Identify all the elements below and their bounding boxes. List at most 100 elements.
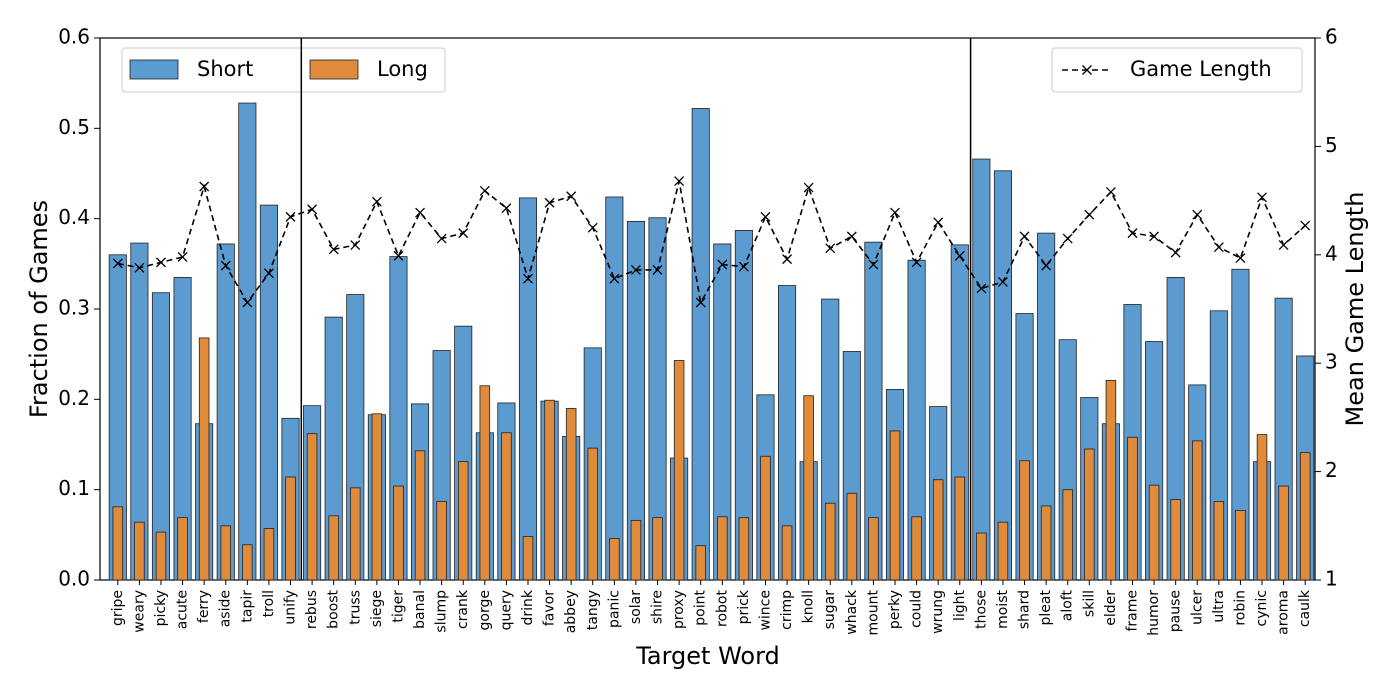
bar xyxy=(738,517,750,581)
marker xyxy=(566,191,577,202)
x-tick-label: truss xyxy=(347,590,363,625)
bar xyxy=(781,525,793,581)
marker xyxy=(890,207,900,218)
marker xyxy=(652,265,663,275)
x-tick-label: gripe xyxy=(110,590,126,626)
x-tick-label: aroma xyxy=(1276,590,1292,635)
x-tick-label: prick xyxy=(736,589,752,624)
x-tick-label: shire xyxy=(650,590,666,624)
y-tick-label: 0.6 xyxy=(58,25,90,49)
bar xyxy=(976,532,987,581)
bar xyxy=(993,170,1012,581)
bar xyxy=(673,360,685,581)
x-tick-label: wince xyxy=(757,590,773,631)
x-tick-label: sugar xyxy=(822,590,838,630)
legend-swatch xyxy=(129,59,179,80)
bar xyxy=(1235,510,1246,581)
y-tick-label: 0.0 xyxy=(58,567,90,591)
bar xyxy=(285,476,296,581)
marker xyxy=(1127,228,1138,239)
marker xyxy=(199,181,210,192)
bar xyxy=(1278,485,1289,581)
marker xyxy=(501,203,512,214)
y2-axis-label: Mean Game Length xyxy=(1341,192,1369,427)
marker xyxy=(954,250,965,261)
x-tick-label: humor xyxy=(1146,590,1162,636)
marker xyxy=(630,265,641,275)
x-tick-label: knoll xyxy=(801,590,817,623)
x-tick-label: solar xyxy=(628,590,644,624)
x-tick-label: slump xyxy=(434,590,450,633)
marker xyxy=(1019,231,1030,242)
bar xyxy=(259,204,278,581)
bar xyxy=(306,433,318,581)
legend-label: Short xyxy=(197,57,253,81)
x-tick-label: point xyxy=(693,590,709,626)
x-tick-label: perky xyxy=(887,590,903,629)
x-tick-label: cynic xyxy=(1254,590,1270,626)
bar xyxy=(1019,460,1030,581)
bar xyxy=(695,545,706,581)
marker xyxy=(1300,220,1311,231)
bar xyxy=(112,506,124,581)
y-tick-label: 0.4 xyxy=(58,205,90,229)
x-tick-label: query xyxy=(498,590,514,630)
legend-label: Game Length xyxy=(1130,57,1272,81)
marker xyxy=(1278,240,1289,251)
x-tick-label: those xyxy=(973,590,989,629)
marker xyxy=(177,252,188,262)
bar xyxy=(328,515,339,581)
x-tick-label: moist xyxy=(995,590,1011,629)
marker xyxy=(1105,186,1116,197)
marker xyxy=(782,254,793,265)
marker xyxy=(1235,253,1246,264)
bar xyxy=(1148,484,1160,581)
x-tick-label: robot xyxy=(714,590,730,627)
y2-tick-label: 3 xyxy=(1325,350,1338,374)
bar xyxy=(565,407,577,581)
x-tick-label: favor xyxy=(542,590,558,626)
x-tick-label: aside xyxy=(218,590,234,627)
bar xyxy=(691,108,710,581)
marker xyxy=(458,228,469,239)
bar xyxy=(717,516,728,581)
marker xyxy=(976,283,987,294)
x-tick-label: tangy xyxy=(585,590,601,630)
bar xyxy=(1256,434,1268,581)
marker xyxy=(1084,209,1095,220)
x-tick-label: skill xyxy=(1081,590,1097,617)
marker xyxy=(242,297,253,308)
bar xyxy=(1192,440,1203,581)
bar xyxy=(868,517,879,581)
marker xyxy=(587,222,598,233)
bar xyxy=(177,517,188,581)
x-tick-label: aloft xyxy=(1060,590,1076,622)
bar xyxy=(242,544,253,581)
bar xyxy=(263,528,275,581)
bar xyxy=(972,158,991,581)
marker xyxy=(695,297,706,308)
bar xyxy=(393,485,404,581)
x-tick-label: ulcer xyxy=(1189,590,1205,625)
bar xyxy=(605,196,624,581)
y-tick-label: 0.5 xyxy=(58,115,90,139)
bar xyxy=(889,430,901,581)
x-tick-label: shard xyxy=(1017,590,1033,629)
x-tick-label: mount xyxy=(865,590,881,636)
x-tick-label: unify xyxy=(283,590,299,625)
marker xyxy=(1257,192,1267,203)
marker xyxy=(738,261,749,272)
x-tick-label: caulk xyxy=(1297,589,1313,627)
x-tick-label: whack xyxy=(844,589,860,635)
legend-swatch xyxy=(309,59,359,80)
marker xyxy=(134,262,145,273)
x-tick-label: drink xyxy=(520,589,536,625)
x-tick-label: panic xyxy=(606,590,622,628)
marker xyxy=(220,260,231,271)
marker xyxy=(760,211,771,222)
y2-tick-label: 5 xyxy=(1325,133,1338,157)
x-tick-label: proxy xyxy=(671,590,687,629)
x-tick-label: could xyxy=(909,590,925,628)
marker xyxy=(479,185,490,196)
